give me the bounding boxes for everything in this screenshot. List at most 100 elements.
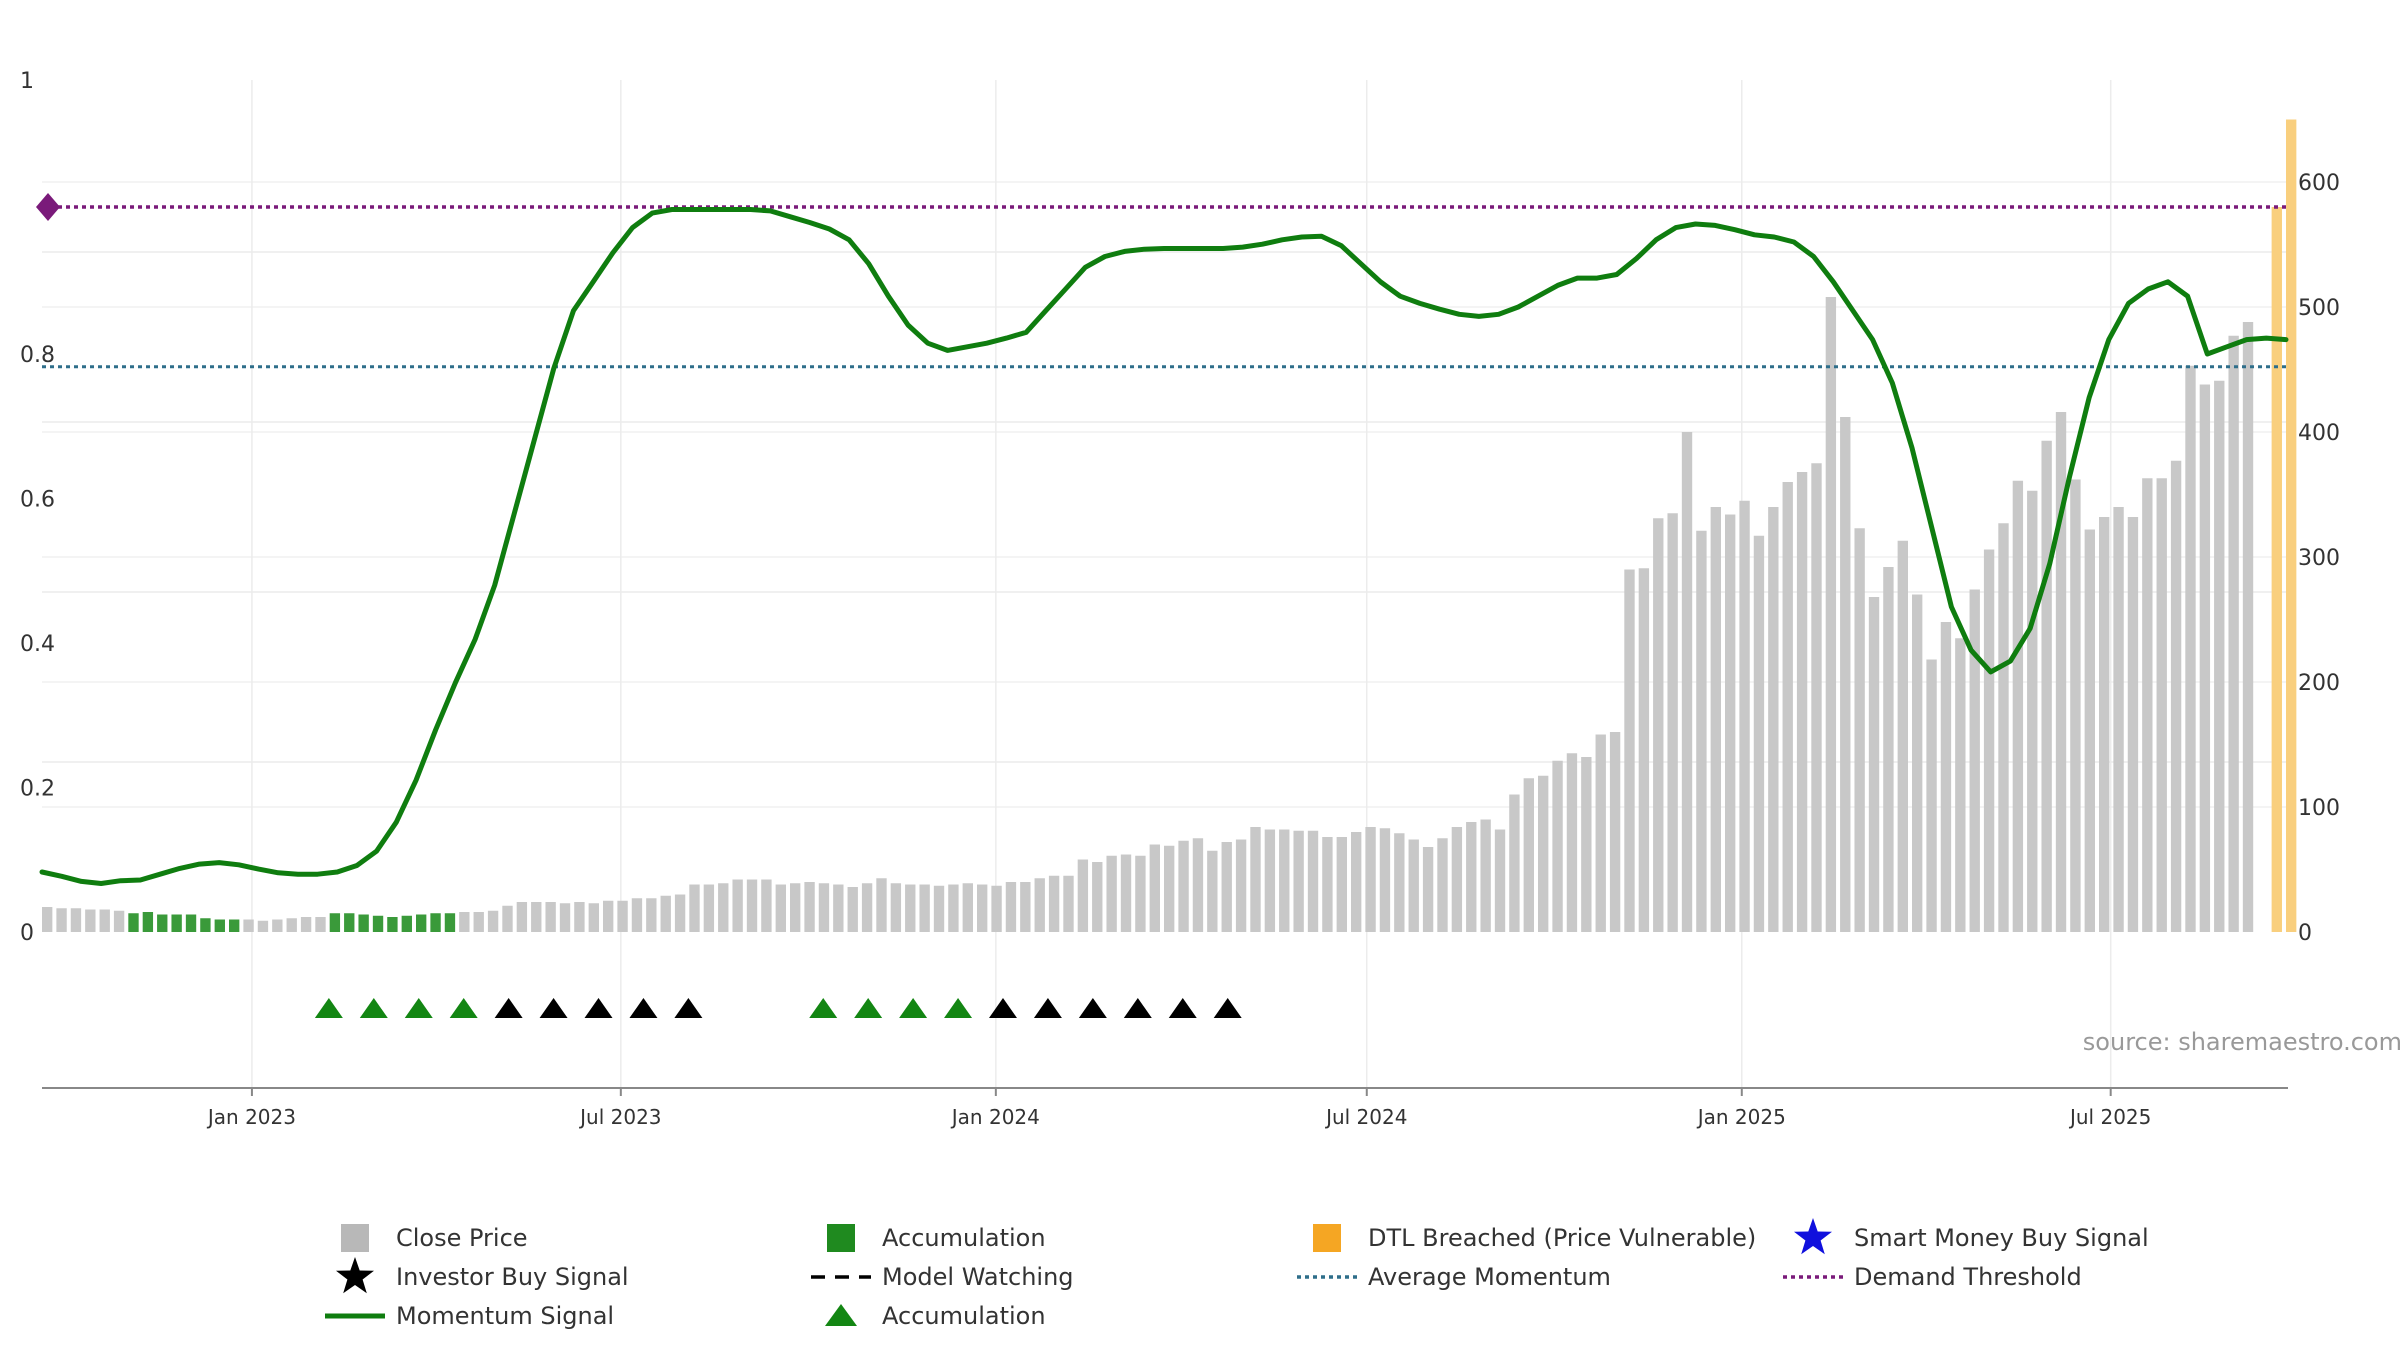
- price-bar: [703, 884, 715, 932]
- price-bar: [1552, 760, 1563, 932]
- left-tick-label: 0: [20, 921, 34, 946]
- price-bar: [1681, 432, 1693, 932]
- accumulation-bar: [344, 913, 355, 932]
- price-bar: [962, 883, 973, 932]
- price-bar: [890, 883, 902, 932]
- accumulation-triangle: [899, 998, 928, 1018]
- x-axis: Jan 2023 Jul 2023 Jan 2024 Jul 2024 Jan 2025…: [42, 1087, 2288, 1129]
- price-bar: [1538, 775, 1549, 932]
- left-tick-label: 0.2: [20, 777, 55, 802]
- price-bar: [1250, 827, 1261, 932]
- dtl-breached-bar: [2271, 207, 2282, 932]
- x-tick-label: Jul 2024: [1324, 1105, 1407, 1129]
- price-bar: [2127, 517, 2139, 932]
- price-bar: [847, 887, 858, 932]
- price-bar: [1523, 778, 1534, 932]
- investor-buy-triangle: [1078, 998, 1107, 1018]
- price-bar: [1883, 567, 1894, 932]
- accumulation-bar: [329, 913, 341, 932]
- price-bar: [1480, 819, 1491, 932]
- price-bar: [977, 884, 988, 932]
- accumulation-bar: [444, 913, 456, 932]
- price-bar: [459, 912, 470, 932]
- price-bar: [775, 884, 786, 932]
- price-bar: [2027, 490, 2038, 932]
- legend-item-average_momentum: Average Momentum: [1297, 1263, 1611, 1291]
- accumulation-triangle: [809, 998, 838, 1018]
- investor-buy-triangle: [988, 998, 1017, 1018]
- price-bar: [1825, 297, 1837, 932]
- legend-item-accumulation_marker: Accumulation: [825, 1302, 1046, 1330]
- price-bar: [1365, 827, 1376, 932]
- price-bar: [1739, 500, 1750, 932]
- price-bar: [1581, 757, 1592, 932]
- price-bar: [833, 884, 844, 932]
- price-bar: [1710, 507, 1721, 932]
- price-bar: [516, 902, 528, 932]
- accumulation-bar: [358, 914, 369, 932]
- right-tick-label: 500: [2298, 296, 2340, 321]
- price-bar: [257, 920, 269, 932]
- accumulation-bar: [401, 915, 412, 932]
- investor-buy-triangle: [1123, 998, 1152, 1018]
- price-bar: [531, 902, 542, 932]
- accumulation-bar: [142, 912, 154, 932]
- price-bar: [2142, 478, 2153, 932]
- x-tick-label: Jan 2025: [1696, 1105, 1786, 1129]
- right-tick-label: 600: [2298, 171, 2340, 196]
- price-bar: [1566, 753, 1578, 932]
- price-bar: [876, 878, 887, 932]
- price-bar: [502, 905, 513, 932]
- legend-square: [1313, 1224, 1341, 1252]
- price-bar: [1048, 875, 1060, 932]
- accumulation-bar: [171, 914, 182, 932]
- price-bar: [646, 898, 657, 932]
- accumulation-bar: [185, 914, 197, 932]
- price-bar: [790, 883, 801, 932]
- accumulation-triangle: [314, 998, 343, 1018]
- accumulation-triangle: [404, 998, 433, 1018]
- legend-item-close_price: Close Price: [341, 1224, 528, 1252]
- price-bar: [1336, 837, 1347, 932]
- momentum-line-group: [39, 207, 2289, 886]
- price-bar: [2041, 440, 2052, 932]
- price-bar: [2228, 335, 2239, 932]
- price-bar: [2012, 480, 2024, 932]
- legend-label: Smart Money Buy Signal: [1854, 1224, 2149, 1252]
- right-tick-label: 400: [2298, 421, 2340, 446]
- price-bar: [1106, 855, 1117, 932]
- price-bar: [272, 919, 283, 932]
- right-tick-label: 100: [2298, 796, 2340, 821]
- price-bar: [746, 879, 758, 932]
- price-bar: [2055, 412, 2067, 932]
- price-bar: [1624, 569, 1635, 932]
- accumulation-bar: [200, 918, 211, 932]
- legend-label: Demand Threshold: [1854, 1263, 2082, 1291]
- legend-item-investor_buy: Investor Buy Signal: [336, 1257, 629, 1294]
- price-bar: [1696, 530, 1707, 932]
- price-bar: [1955, 638, 1966, 932]
- legend-label: Accumulation: [882, 1224, 1046, 1252]
- price-bar: [1725, 514, 1736, 932]
- price-bar: [1912, 594, 1923, 932]
- price-bar: [1969, 589, 1980, 932]
- price-bar: [674, 894, 686, 932]
- accumulation-triangle: [854, 998, 883, 1018]
- price-bar: [559, 903, 571, 932]
- price-bar: [818, 883, 830, 932]
- accumulation-bar: [416, 914, 427, 932]
- gridlines: [42, 80, 2288, 1088]
- accumulation-bar: [214, 919, 225, 932]
- accumulation-triangle: [359, 998, 388, 1018]
- price-bar: [2113, 507, 2124, 932]
- price-bar: [933, 885, 945, 932]
- price-bar: [1164, 845, 1175, 932]
- source-label: source: sharemaestro.com: [2083, 1028, 2400, 1056]
- price-bar: [1494, 829, 1506, 932]
- price-bar: [2242, 322, 2254, 932]
- price-bar: [1437, 838, 1448, 932]
- accumulation-bar: [372, 915, 384, 932]
- price-bar: [1092, 862, 1103, 932]
- price-bar: [2070, 479, 2081, 932]
- legend-star: [1794, 1218, 1832, 1255]
